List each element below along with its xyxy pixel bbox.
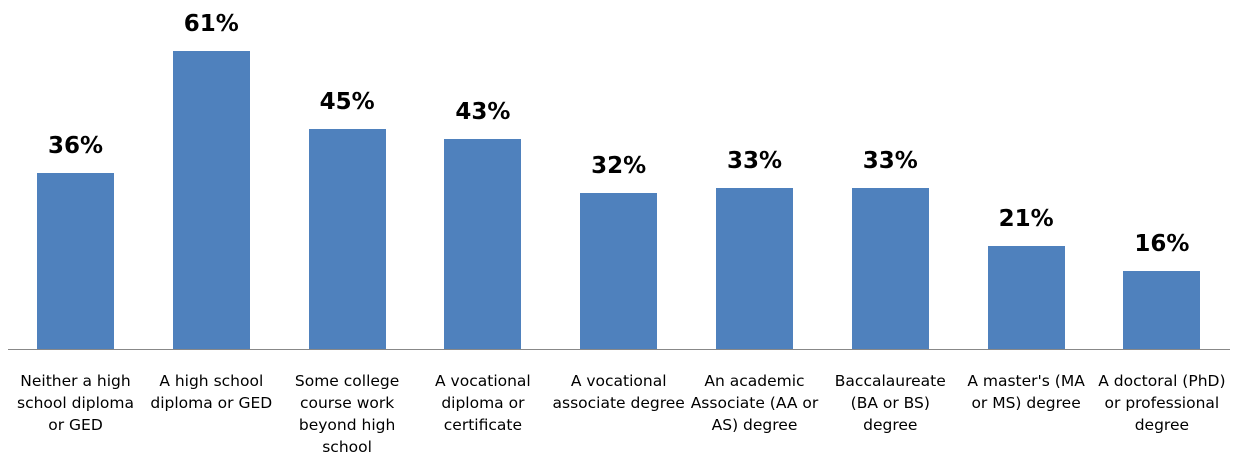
bar (37, 173, 114, 349)
bar (987, 246, 1065, 349)
x-tick-label: Neither a high school diploma or GED (17, 372, 134, 434)
x-tick-label: A high school diploma or GED (150, 372, 273, 412)
bar (444, 138, 522, 349)
x-tick-label: A vocational associate degree (552, 372, 685, 412)
data-label: 16% (1134, 230, 1190, 257)
data-label: 33% (862, 147, 918, 174)
data-label: 61% (183, 11, 239, 37)
bar (308, 129, 386, 349)
bar (172, 51, 250, 349)
data-label: 43% (455, 98, 511, 125)
data-label: 32% (591, 152, 647, 179)
bar (851, 187, 929, 349)
bar (1123, 270, 1201, 349)
x-tick-label: A master's (MA or MS) degree (967, 372, 1085, 412)
data-label: 33% (726, 147, 783, 174)
x-axis-line (8, 349, 1230, 350)
x-tick-label: An academic Associate (AA or AS) degree (690, 372, 819, 434)
data-label: 21% (998, 206, 1054, 233)
data-label: 45% (319, 89, 375, 116)
x-tick-label: A doctoral (PhD) or professional degree (1098, 372, 1226, 434)
x-tick-label: A vocational diploma or certificate (435, 372, 531, 434)
x-tick-label: Baccalaureate (BA or BS) degree (834, 372, 946, 434)
x-tick-label: Some college course work beyond high sch… (294, 372, 400, 456)
bar (580, 192, 658, 349)
data-label: 36% (47, 133, 104, 160)
bar (716, 187, 793, 349)
